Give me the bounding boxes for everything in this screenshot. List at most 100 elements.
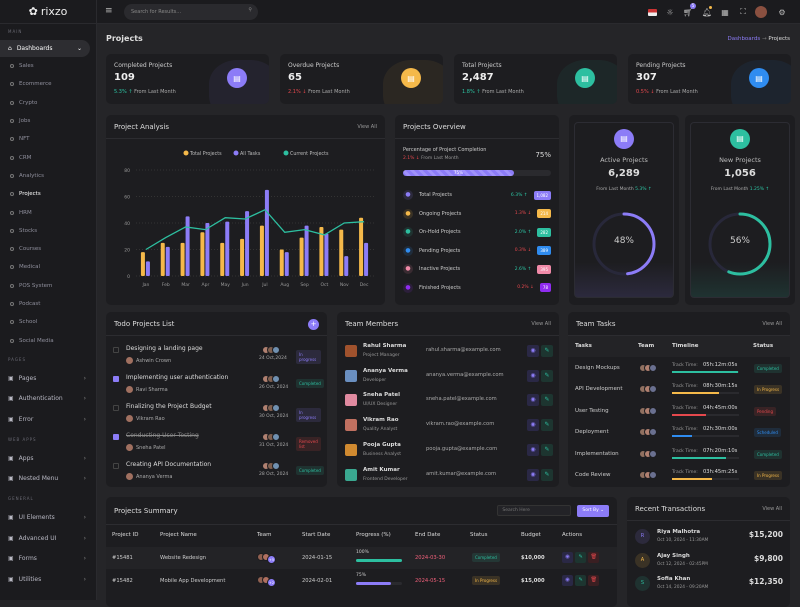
x-tick-label: Sep — [300, 282, 309, 288]
edit-pencil-icon[interactable]: ✎ — [575, 552, 586, 563]
sidebar-item-courses[interactable]: Courses — [0, 240, 96, 258]
sidebar-item-utilities[interactable]: ▣ Utilities › — [8, 576, 86, 584]
view-eye-icon[interactable]: ◉ — [562, 575, 573, 586]
member-email[interactable]: rahul.sharma@example.com — [426, 347, 501, 353]
sort-by-button[interactable]: Sort By ⌄ — [577, 504, 609, 517]
sidebar-item-crm[interactable]: CRM — [0, 148, 96, 166]
theme-sun-icon[interactable]: ☼ — [666, 7, 674, 17]
todo-checkbox[interactable] — [113, 347, 119, 353]
sidebar-item-pages[interactable]: ▣ Pages › — [8, 374, 86, 382]
add-todo-button[interactable]: + — [308, 319, 319, 330]
breadcrumb-dashboards[interactable]: Dashboards — [727, 36, 761, 42]
todo-checkbox[interactable] — [113, 405, 119, 411]
sidebar-item-hrm[interactable]: HRM — [0, 203, 96, 221]
view-eye-icon[interactable]: ◉ — [527, 394, 539, 407]
ring-percent: 56% — [729, 236, 750, 246]
sidebar-item-social-media[interactable]: Social Media — [0, 331, 96, 349]
sidebar-item-error[interactable]: ▣ Error › — [8, 415, 86, 423]
progress-bar — [356, 559, 402, 562]
x-tick-label: Apr — [202, 282, 210, 288]
edit-pencil-icon[interactable]: ✎ — [541, 468, 553, 481]
sidebar-item-crypto[interactable]: Crypto — [0, 94, 96, 112]
bar-all-tasks — [225, 221, 230, 276]
todo-checkbox[interactable] — [113, 463, 119, 469]
page-title: Projects — [106, 34, 143, 43]
view-all-dropdown[interactable]: View All — [762, 506, 782, 512]
view-eye-icon[interactable]: ◉ — [527, 369, 539, 382]
sidebar-item-projects[interactable]: Projects — [0, 185, 96, 203]
x-tick-label: Jun — [241, 282, 249, 288]
stat-icon: ▤ — [227, 68, 247, 88]
view-eye-icon[interactable]: ◉ — [562, 552, 573, 563]
member-email[interactable]: ananya.verma@example.com — [426, 371, 504, 378]
sidebar-item-analytics[interactable]: Analytics — [0, 167, 96, 185]
view-eye-icon[interactable]: ◉ — [527, 345, 539, 357]
sidebar-item-sales[interactable]: Sales — [0, 57, 96, 75]
member-email[interactable]: amit.kumar@example.com — [426, 470, 497, 477]
sidebar-item-advanced-ui[interactable]: ▣ Advanced UI › — [8, 534, 86, 542]
sidebar-item-stocks[interactable]: Stocks — [0, 222, 96, 240]
apps-grid-icon[interactable]: ▦ — [721, 7, 729, 17]
team-member-row: Sneha Patel UI/UX Designer sneha.patel@e… — [345, 392, 553, 412]
y-tick-label: 80 — [124, 168, 130, 174]
sidebar-item-medical[interactable]: Medical — [0, 258, 96, 276]
flag-us-icon[interactable] — [646, 6, 658, 18]
fullscreen-icon[interactable]: ⛶ — [740, 7, 746, 16]
menu-toggle-icon[interactable]: ≡ — [105, 6, 113, 16]
view-all-dropdown[interactable]: View All — [762, 321, 782, 327]
sidebar-item-nft[interactable]: NFT — [0, 130, 96, 148]
x-tick-label: Aug — [280, 282, 289, 288]
view-eye-icon[interactable]: ◉ — [527, 443, 539, 456]
view-eye-icon[interactable]: ◉ — [527, 419, 539, 432]
sidebar-item-authentication[interactable]: ▣ Authentication › — [8, 395, 86, 403]
team-avatars — [262, 404, 280, 414]
x-tick-label: Nov — [340, 282, 349, 288]
user-avatar[interactable] — [755, 6, 767, 18]
status-badge: Scheduled — [754, 428, 781, 438]
summary-search-input[interactable]: Search Here — [497, 505, 572, 516]
sidebar-item-apps[interactable]: ▣ Apps › — [8, 454, 86, 462]
team-avatars: +2 — [257, 576, 276, 587]
sidebar-item-podcast[interactable]: Podcast — [0, 295, 96, 313]
card-title: Projects Summary — [114, 507, 178, 515]
edit-pencil-icon[interactable]: ✎ — [541, 443, 553, 456]
section-label: GENERAL — [8, 496, 34, 502]
search-input[interactable]: Search for Results... ⚲ — [124, 4, 258, 20]
logo[interactable]: ✿ rixzo — [0, 0, 96, 24]
cart-icon[interactable]: 🛒︎ 5 — [682, 3, 696, 17]
member-email[interactable]: vikram.rao@example.com — [426, 421, 495, 428]
sidebar-item-nested-menu[interactable]: ▣ Nested Menu › — [8, 475, 86, 483]
sidebar-item-dashboards[interactable]: ⌂ Dashboards ⌄ — [0, 40, 90, 57]
todo-item: Conducting User Testing Sneha Patel 31 O… — [113, 431, 321, 457]
view-eye-icon[interactable]: ◉ — [527, 468, 539, 481]
sidebar-item-jobs[interactable]: Jobs — [0, 112, 96, 130]
sidebar-item-forms[interactable]: ▣ Forms › — [8, 555, 86, 563]
edit-pencil-icon[interactable]: ✎ — [541, 419, 553, 432]
chevron-down-icon: ⌄ — [76, 45, 82, 52]
bullet-icon — [10, 302, 14, 306]
sidebar-item-pos-system[interactable]: POS System — [0, 277, 96, 295]
edit-pencil-icon[interactable]: ✎ — [575, 575, 586, 586]
member-email[interactable]: pooja.gupta@example.com — [426, 445, 498, 452]
view-all-dropdown[interactable]: View All — [357, 124, 377, 130]
edit-pencil-icon[interactable]: ✎ — [541, 394, 553, 407]
status-badge: Completed — [296, 466, 324, 475]
sidebar-item-school[interactable]: School — [0, 313, 96, 331]
sidebar-item-ecommerce[interactable]: Ecommerce — [0, 75, 96, 93]
settings-gear-icon[interactable]: ⚙ — [778, 7, 786, 17]
bullet-icon — [10, 100, 14, 105]
view-all-dropdown[interactable]: View All — [531, 321, 551, 327]
todo-checkbox[interactable] — [113, 376, 119, 382]
status-badge: In Progress — [754, 471, 783, 480]
member-email[interactable]: sneha.patel@example.com — [426, 396, 497, 403]
team-avatars — [639, 428, 657, 438]
sidebar-item-ui-elements[interactable]: ▣ UI Elements › — [8, 514, 86, 522]
todo-checkbox[interactable] — [113, 434, 119, 440]
x-tick-label: Jul — [261, 282, 267, 288]
delete-trash-icon[interactable]: 🗑︎ — [588, 575, 599, 586]
edit-pencil-icon[interactable]: ✎ — [541, 345, 553, 357]
edit-pencil-icon[interactable]: ✎ — [541, 369, 553, 382]
delete-trash-icon[interactable]: 🗑︎ — [588, 552, 599, 563]
bar-total-projects — [200, 232, 205, 276]
bell-icon[interactable]: 🔔︎ — [701, 6, 713, 17]
